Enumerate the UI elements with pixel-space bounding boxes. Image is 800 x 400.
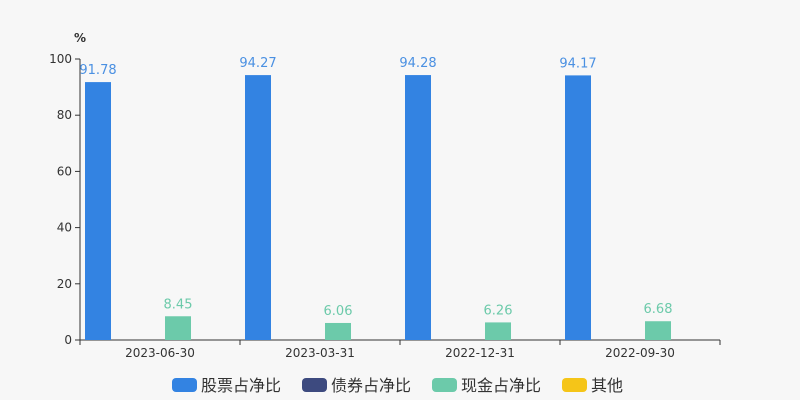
x-tick-label: 2023-06-30 [125, 346, 195, 360]
bar [245, 75, 271, 340]
bar [405, 75, 431, 341]
bar [85, 82, 111, 340]
data-label: 6.26 [484, 303, 513, 318]
x-tick-label: 2022-09-30 [605, 346, 675, 360]
legend-swatch[interactable] [432, 378, 457, 392]
data-label: 94.27 [239, 56, 276, 71]
x-tick-label: 2023-03-31 [285, 346, 355, 360]
legend-label[interactable]: 其他 [591, 376, 623, 395]
y-tick-label: 60 [57, 164, 72, 178]
x-tick-label: 2022-12-31 [445, 346, 515, 360]
y-tick-label: 100 [49, 52, 72, 66]
bar [325, 322, 351, 340]
bar [645, 321, 671, 340]
legend-swatch[interactable] [172, 378, 197, 392]
data-label: 6.06 [324, 304, 353, 319]
legend-label[interactable]: 现金占净比 [461, 376, 541, 395]
data-label: 94.28 [399, 56, 436, 71]
data-label: 94.17 [559, 56, 596, 71]
bar [485, 322, 511, 340]
legend-swatch[interactable] [302, 378, 327, 392]
y-tick-label: 20 [57, 277, 72, 291]
y-tick-label: 40 [57, 221, 72, 235]
legend-label[interactable]: 股票占净比 [201, 376, 281, 395]
bar [565, 75, 591, 341]
bar [165, 316, 191, 340]
y-tick-label: 80 [57, 108, 72, 122]
legend-label[interactable]: 债券占净比 [331, 376, 411, 395]
legend-swatch[interactable] [562, 378, 587, 392]
data-label: 8.45 [164, 297, 193, 312]
y-tick-label: 0 [64, 333, 72, 347]
data-label: 91.78 [79, 63, 116, 78]
data-label: 6.68 [644, 302, 673, 317]
y-axis-unit: % [74, 31, 86, 45]
